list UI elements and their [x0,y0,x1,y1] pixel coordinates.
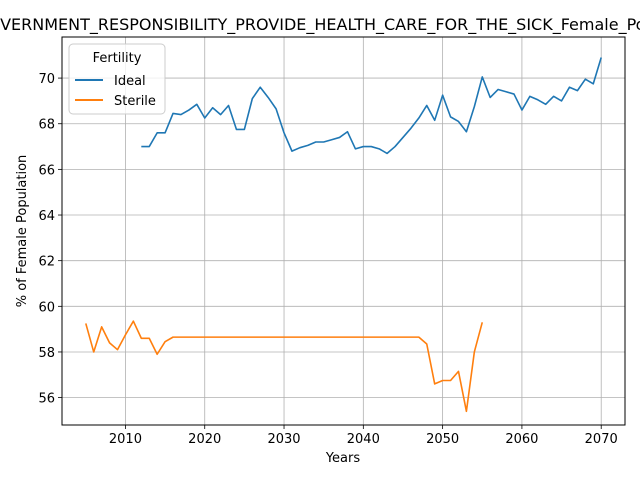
y-tick-label: 70 [38,72,55,87]
x-tick-label: 2020 [188,432,221,447]
x-axis-label: Years [325,451,361,466]
x-tick-label: 2060 [505,432,538,447]
y-tick-label: 58 [38,346,55,361]
series-line-sterile [85,320,484,413]
x-tick-label: 2070 [585,432,618,447]
y-tick-label: 60 [38,300,55,315]
ticks: 2010 2020 2030 2040 2050 2060 2070 56 58 60 62 64 66… [38,72,617,447]
chart-title: GOVERNMENT_RESPONSIBILITY_PROVIDE_HEALTH… [0,15,640,35]
y-tick-label: 66 [38,163,55,178]
plot-frame [61,36,626,426]
x-tick-label: 2050 [426,432,459,447]
legend-label-ideal: Ideal [114,74,146,89]
y-tick-label: 64 [38,209,55,224]
grid [62,37,625,425]
series-line-ideal [141,57,602,155]
x-tick-label: 2010 [109,432,142,447]
y-tick-label: 68 [38,118,55,133]
legend: Fertility Ideal Sterile [68,43,166,115]
y-tick-label: 62 [38,255,55,270]
series-group [85,57,602,413]
legend-box [68,43,166,115]
y-axis-label: % of Female Population [15,155,30,308]
x-tick-label: 2030 [267,432,300,447]
x-tick-label: 2040 [347,432,380,447]
legend-label-sterile: Sterile [114,94,156,109]
legend-title: Fertility [93,51,142,66]
y-tick-label: 56 [38,392,55,407]
